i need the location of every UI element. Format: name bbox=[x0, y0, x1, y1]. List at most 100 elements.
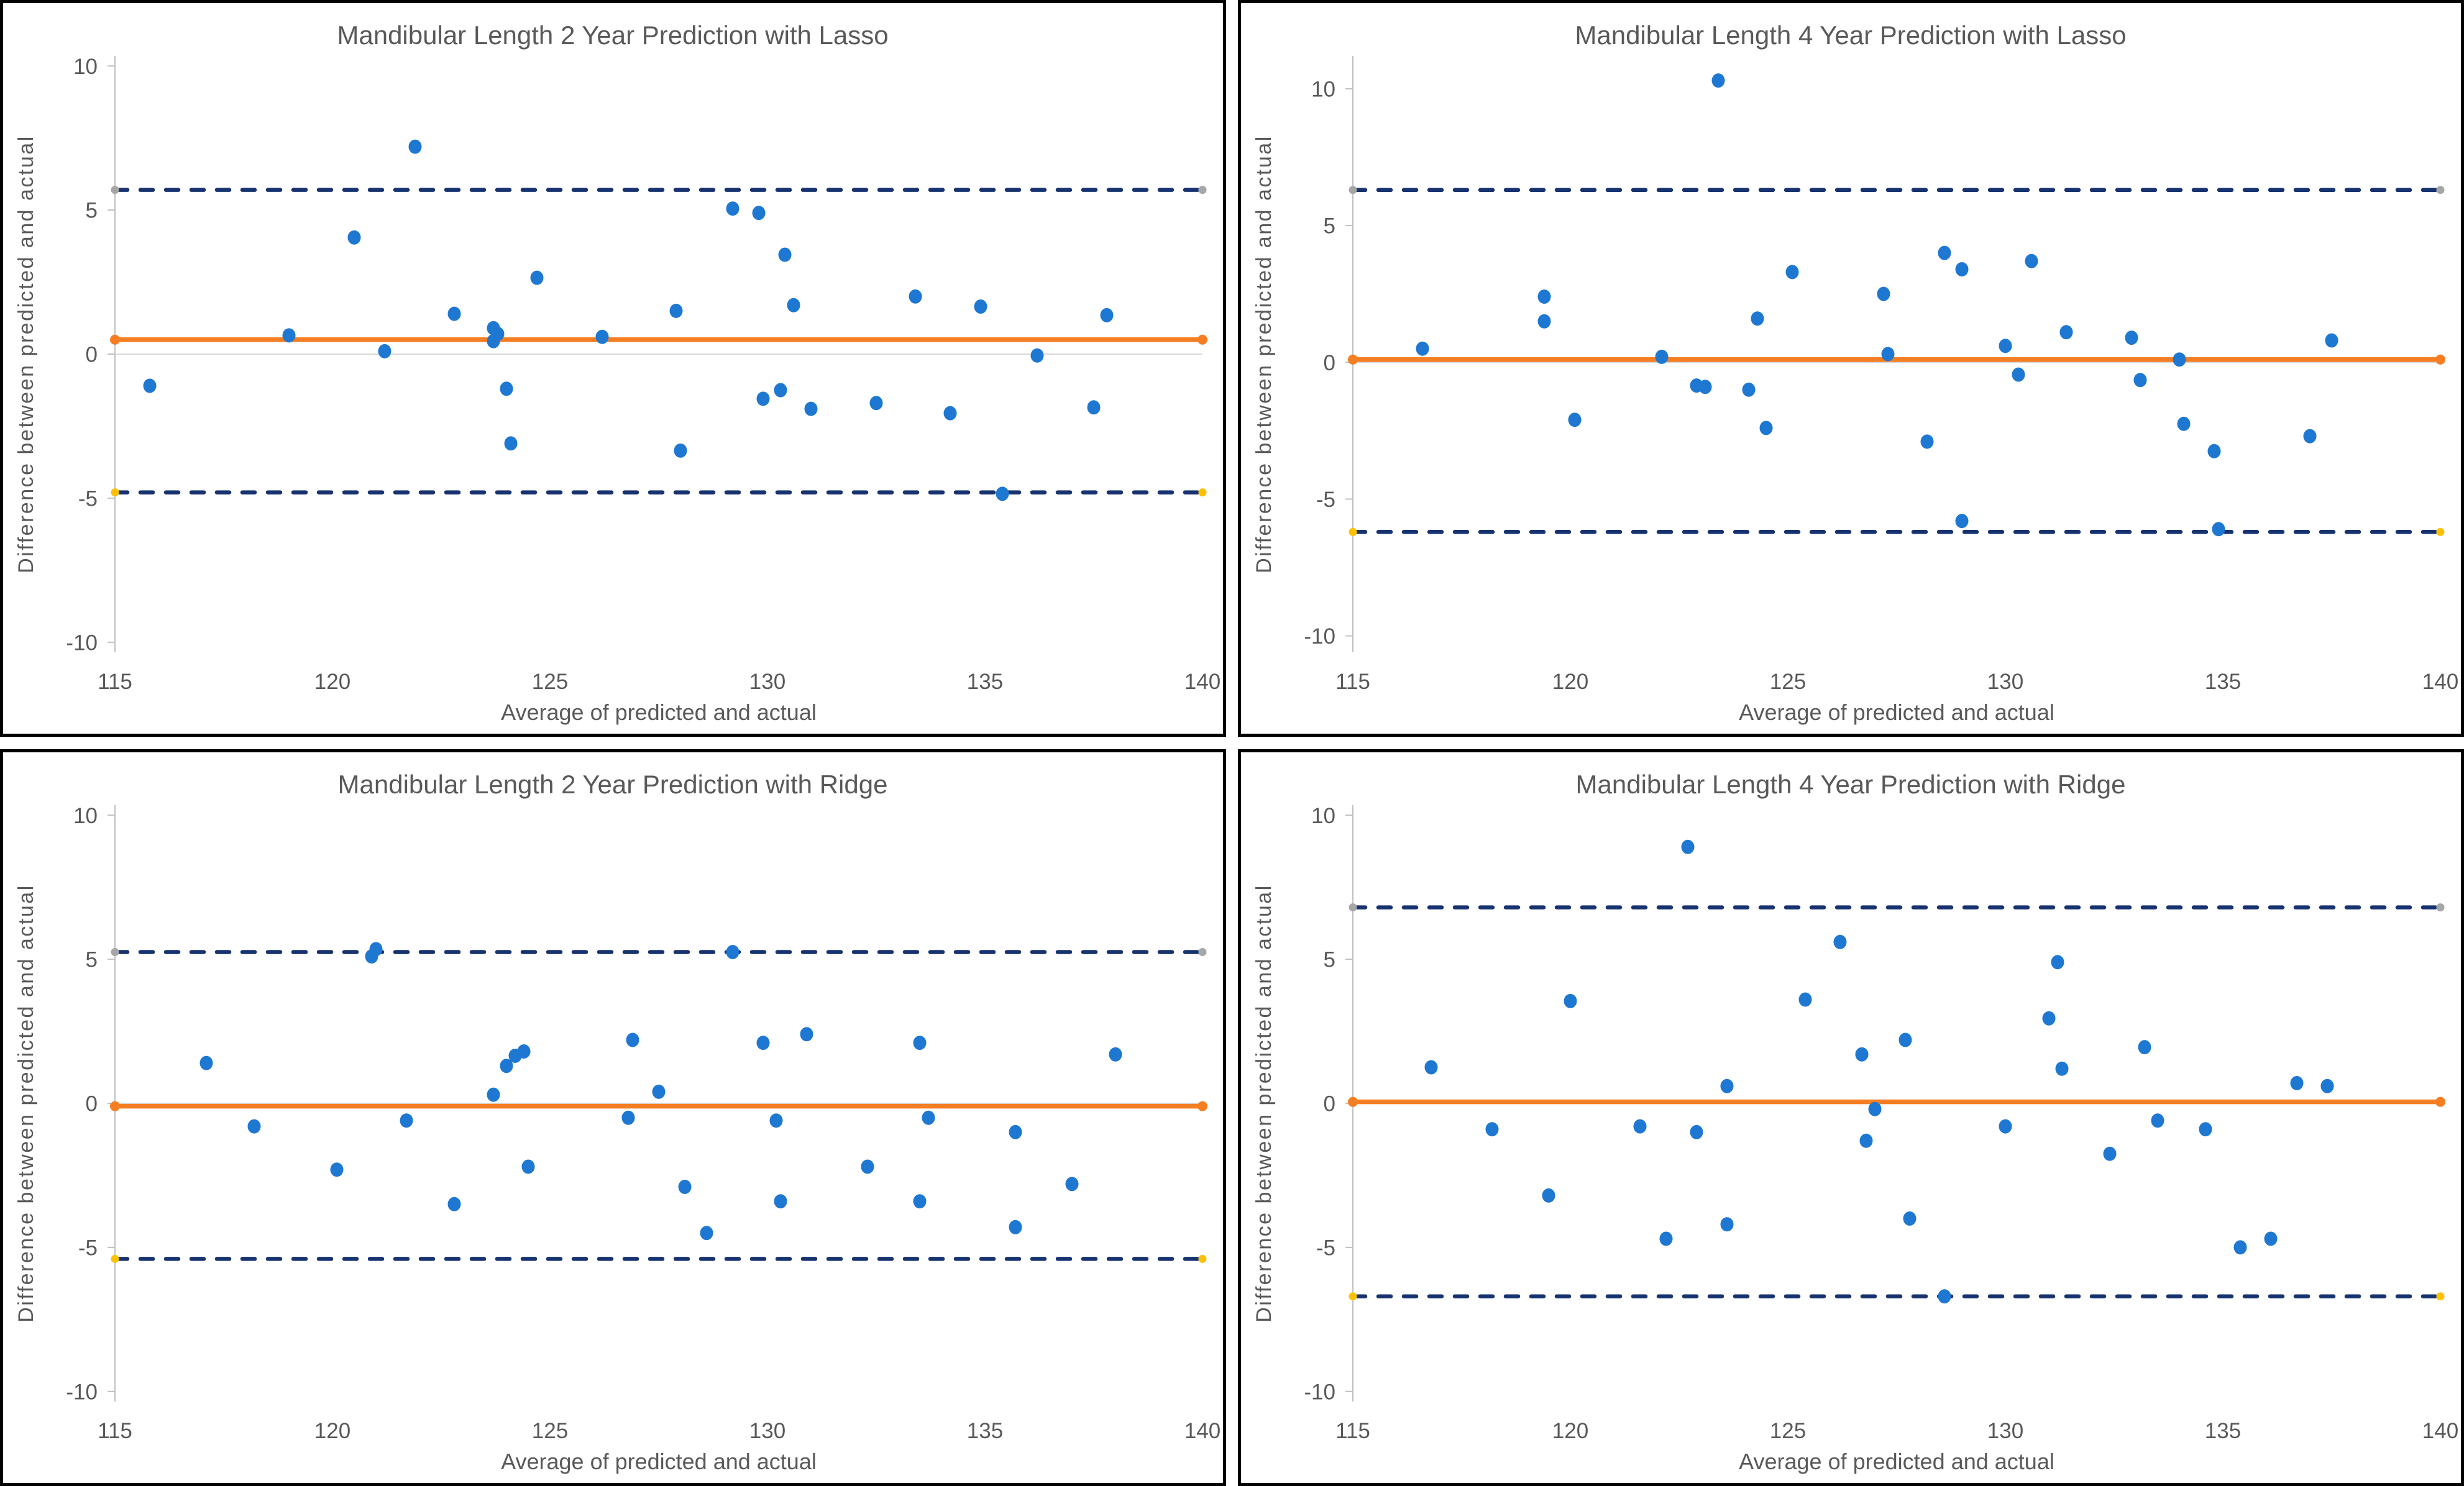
chart-4y-ridge: -10 -5 0 5 10 115 120 125 130 135 140 Mandibular Le… bbox=[1238, 749, 2464, 1486]
data-point bbox=[2325, 333, 2338, 348]
y-tick-label: -5 bbox=[78, 486, 98, 511]
data-point bbox=[521, 1159, 535, 1174]
data-point bbox=[1903, 1211, 1917, 1226]
data-point bbox=[1938, 1289, 1951, 1304]
data-point bbox=[787, 298, 800, 312]
chart-2y-lasso-plot: -10 -5 0 5 10 115 120 125 130 135 140 Mandibular Le… bbox=[14, 21, 1221, 725]
y-tick-label: 0 bbox=[86, 1092, 98, 1116]
data-point bbox=[1759, 421, 1773, 435]
data-point bbox=[756, 1036, 770, 1051]
data-point bbox=[1999, 339, 2012, 353]
data-point bbox=[1564, 993, 1577, 1008]
x-tick-label: 115 bbox=[98, 1419, 132, 1443]
x-tick-label: 125 bbox=[1770, 1419, 1806, 1443]
data-point bbox=[1087, 400, 1101, 415]
mean-endpoint-marker bbox=[2435, 1096, 2445, 1107]
data-point bbox=[1690, 1124, 1703, 1139]
x-tick-label: 135 bbox=[967, 670, 1003, 694]
x-tick-label: 140 bbox=[1184, 670, 1221, 694]
data-point bbox=[804, 401, 818, 416]
x-tick-label: 125 bbox=[532, 1419, 568, 1443]
data-point bbox=[500, 1059, 513, 1073]
data-point bbox=[1742, 382, 1756, 397]
data-point bbox=[1655, 349, 1669, 364]
data-point bbox=[2125, 330, 2138, 345]
y-tick-label: 0 bbox=[1324, 351, 1335, 375]
data-point bbox=[1855, 1047, 1869, 1062]
data-point bbox=[2199, 1122, 2212, 1137]
data-point bbox=[1999, 1119, 2012, 1134]
data-point bbox=[726, 945, 740, 959]
data-point bbox=[774, 1194, 787, 1209]
data-point bbox=[700, 1226, 713, 1241]
data-point bbox=[2233, 1240, 2247, 1255]
y-tick-label: -10 bbox=[66, 1380, 98, 1404]
y-tick-label: 5 bbox=[86, 948, 98, 972]
lower-loa-endpoint-marker bbox=[111, 1254, 119, 1263]
y-tick-label: 10 bbox=[1311, 804, 1335, 828]
data-point bbox=[1955, 262, 1969, 276]
x-axis-label: Average of predicted and actual bbox=[1739, 700, 2054, 725]
data-point bbox=[674, 443, 687, 458]
data-point bbox=[1798, 992, 1812, 1007]
data-point bbox=[1898, 1032, 1912, 1047]
data-point bbox=[400, 1113, 413, 1128]
data-point bbox=[2264, 1231, 2278, 1246]
x-tick-label: 120 bbox=[1552, 670, 1588, 694]
data-point bbox=[1416, 341, 1429, 356]
data-point bbox=[330, 1162, 344, 1177]
y-tick-label: 0 bbox=[1324, 1092, 1335, 1116]
data-point bbox=[1659, 1231, 1673, 1246]
data-point bbox=[1537, 314, 1551, 329]
data-point bbox=[1681, 839, 1695, 854]
y-tick-label: 10 bbox=[1311, 77, 1335, 101]
data-point bbox=[1955, 514, 1969, 529]
x-tick-label: 130 bbox=[1987, 1419, 2023, 1443]
data-point bbox=[1485, 1122, 1499, 1137]
data-point bbox=[1009, 1219, 1022, 1234]
x-tick-label: 120 bbox=[314, 1419, 350, 1443]
upper-loa-endpoint-marker bbox=[1349, 186, 1357, 194]
data-point bbox=[199, 1055, 213, 1070]
data-point bbox=[378, 344, 392, 358]
data-point bbox=[2042, 1011, 2056, 1026]
y-tick-label: 0 bbox=[86, 343, 98, 367]
x-axis-label: Average of predicted and actual bbox=[501, 700, 817, 725]
x-axis-label: Average of predicted and actual bbox=[501, 1449, 817, 1474]
chart-2y-ridge-plot: -10 -5 0 5 10 115 120 125 130 135 140 Mandibular Le… bbox=[14, 770, 1221, 1474]
data-point bbox=[769, 1113, 783, 1128]
data-point bbox=[2025, 253, 2038, 268]
chart-4y-ridge-plot: -10 -5 0 5 10 115 120 125 130 135 140 Mandibular Le… bbox=[1252, 770, 2458, 1474]
data-point bbox=[447, 1197, 461, 1211]
data-point bbox=[1938, 245, 1951, 260]
x-tick-label: 135 bbox=[2205, 670, 2241, 694]
data-point bbox=[1833, 934, 1847, 949]
x-tick-label: 115 bbox=[98, 670, 132, 694]
data-point bbox=[347, 230, 361, 245]
data-point bbox=[2173, 352, 2186, 367]
data-point bbox=[2055, 1061, 2069, 1076]
data-point bbox=[408, 139, 422, 154]
data-point bbox=[1009, 1124, 1022, 1139]
data-point bbox=[909, 289, 922, 304]
chart-4y-lasso: -10 -5 0 5 10 115 120 125 130 135 140 Mandibular Le… bbox=[1238, 0, 2464, 737]
chart-title: Mandibular Length 2 Year Prediction with… bbox=[337, 21, 888, 50]
data-point bbox=[2212, 522, 2225, 537]
upper-loa-endpoint-marker bbox=[1198, 186, 1207, 194]
data-point bbox=[996, 486, 1009, 501]
y-tick-label: -10 bbox=[1304, 624, 1335, 649]
data-point bbox=[487, 1087, 500, 1102]
data-point bbox=[1920, 434, 1934, 449]
upper-loa-endpoint-marker bbox=[111, 948, 119, 957]
data-point bbox=[487, 334, 500, 349]
upper-loa-endpoint-marker bbox=[1198, 948, 1207, 957]
x-tick-label: 125 bbox=[532, 670, 568, 694]
y-tick-label: -5 bbox=[1316, 1236, 1335, 1260]
x-tick-label: 140 bbox=[2422, 1419, 2458, 1443]
y-axis-label: Difference between predicted and actual bbox=[1252, 884, 1276, 1323]
data-point bbox=[500, 381, 513, 396]
data-point bbox=[447, 306, 461, 321]
y-tick-label: -10 bbox=[66, 631, 98, 655]
data-point bbox=[1109, 1047, 1122, 1062]
